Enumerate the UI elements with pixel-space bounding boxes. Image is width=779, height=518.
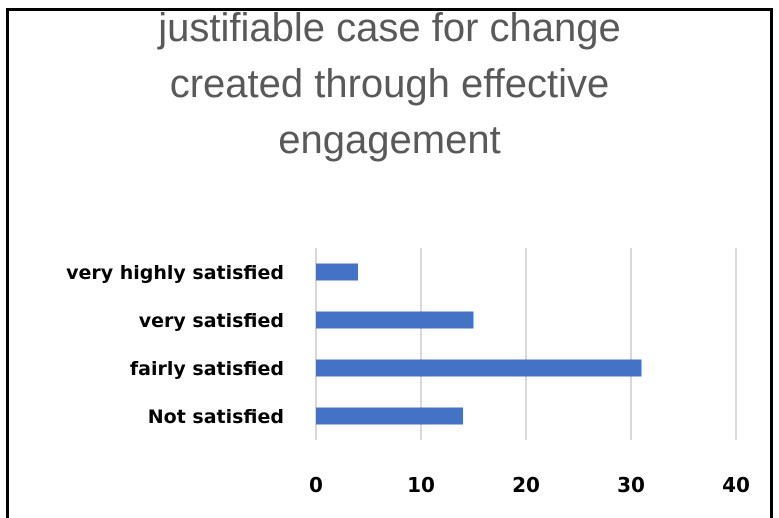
category-labels: very highly satisfied very satisfied fairl… [66,262,284,428]
chart-title-line-3: engagement [278,118,501,162]
category-label-fairly-satisfied: fairly satisfied [130,358,284,380]
chart-title-line-2: created through effective [169,62,610,106]
category-label-not-satisfied: Not satisfied [148,406,284,428]
chart-title-line-1: justifiable case for change [158,6,621,50]
x-tick-label-0: 0 [309,473,323,497]
bars [316,263,642,425]
x-tick-label-40: 40 [722,473,750,497]
x-tick-label-20: 20 [512,473,540,497]
category-label-very-highly-satisfied: very highly satisfied [66,262,284,284]
bar-very-satisfied [316,311,474,329]
chart-frame [6,8,773,518]
category-label-very-satisfied: very satisfied [139,310,284,332]
x-tick-label-10: 10 [407,473,435,497]
x-tick-label-30: 30 [617,473,645,497]
bar-not-satisfied [316,407,463,425]
bar-fairly-satisfied [316,359,642,377]
tick-labels: 0 10 20 30 40 [309,473,750,497]
bar-very-highly-satisfied [316,263,358,281]
chart-title: justifiable case for change created thro… [0,0,779,168]
